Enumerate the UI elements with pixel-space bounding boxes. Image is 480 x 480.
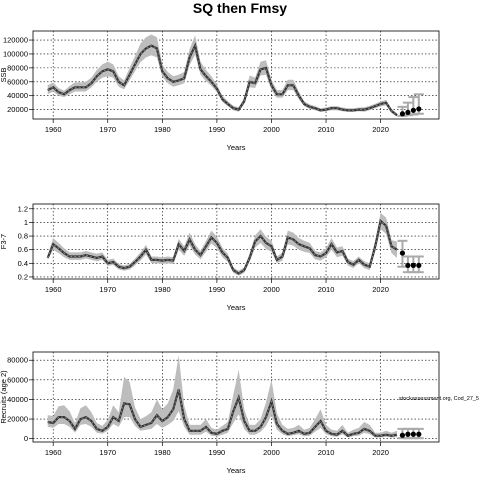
y-tick-label: 120000 <box>3 36 28 45</box>
x-axis-label: Years <box>227 143 246 152</box>
estimate-line <box>47 389 398 437</box>
x-tick-label: 1980 <box>154 285 171 294</box>
x-tick-label: 1960 <box>45 125 62 134</box>
x-tick-label: 2020 <box>372 448 389 457</box>
x-tick-label: 1980 <box>154 448 171 457</box>
forecast-point <box>405 109 411 115</box>
chart-title: SQ then Fmsy <box>193 0 287 16</box>
panel-1: 1960 1970 1980 1990 2000 2010 2020 20000 40000 60… <box>0 30 440 152</box>
confidence-band <box>47 355 397 438</box>
plot-frame <box>32 203 440 280</box>
panel-3: 1960 1970 1980 1990 2000 2010 2020 0 20000 40000 6… <box>0 351 440 475</box>
confidence-band <box>47 34 397 117</box>
forecast-point <box>416 262 422 268</box>
x-tick-label: 1960 <box>45 285 62 294</box>
y-tick-label: 20000 <box>7 105 28 114</box>
x-tick-label: 1970 <box>99 285 116 294</box>
plot-frame <box>32 30 440 120</box>
x-tick-label: 1980 <box>154 125 171 134</box>
y-axis-label: Recruits (age 2) <box>0 370 8 424</box>
forecast-point <box>410 431 416 437</box>
y-tick-label: 0.6 <box>18 245 28 254</box>
y-tick-label: 20000 <box>7 415 28 424</box>
x-axis-label: Years <box>227 466 246 475</box>
y-tick-label: 80000 <box>7 356 28 365</box>
x-tick-label: 1970 <box>99 448 116 457</box>
x-axis-label: Years <box>227 303 246 312</box>
forecast-point <box>399 111 406 117</box>
y-tick-label: 1 <box>24 218 28 227</box>
y-tick-label: 0.2 <box>18 272 28 281</box>
x-tick-label: 2010 <box>318 125 335 134</box>
y-tick-label: 60000 <box>7 375 28 384</box>
y-tick-label: 40000 <box>7 91 28 100</box>
x-tick-label: 2010 <box>318 448 335 457</box>
y-tick-label: 100000 <box>3 49 28 58</box>
x-tick-label: 1990 <box>209 285 226 294</box>
forecast-point <box>416 431 422 437</box>
x-tick-label: 1990 <box>209 448 226 457</box>
x-tick-label: 2000 <box>263 125 280 134</box>
y-axis-label: SSB <box>0 67 8 82</box>
forecast-point <box>410 262 416 268</box>
y-axis-label: F3-7 <box>0 234 8 249</box>
y-tick-label: 60000 <box>7 77 28 86</box>
estimate-line <box>46 218 398 275</box>
x-tick-label: 2020 <box>372 125 389 134</box>
x-tick-label: 2010 <box>318 285 335 294</box>
plot-frame <box>32 351 440 443</box>
x-tick-label: 1960 <box>45 448 62 457</box>
x-tick-label: 1990 <box>209 125 226 134</box>
forecast-point <box>416 106 422 112</box>
y-tick-label: 80000 <box>7 63 28 72</box>
estimate-line-dash <box>47 44 398 116</box>
confidence-band <box>47 212 397 276</box>
x-tick-label: 2020 <box>372 285 389 294</box>
y-tick-label: 0 <box>24 434 28 443</box>
forecast-point <box>410 107 416 113</box>
x-tick-label: 2000 <box>263 448 280 457</box>
x-tick-label: 1970 <box>99 125 116 134</box>
x-tick-label: 2000 <box>263 285 280 294</box>
y-tick-label: 0.4 <box>18 259 28 268</box>
estimate-line <box>47 42 398 117</box>
forecast-point <box>399 432 406 438</box>
panel-2: 1960 1970 1980 1990 2000 2010 2020 0.2 0.4 0.6 0.8… <box>0 203 440 312</box>
y-tick-label: 1.2 <box>18 204 28 213</box>
forecast-point <box>399 250 406 256</box>
forecast-point <box>405 262 411 268</box>
forecast-point <box>405 431 411 437</box>
y-tick-label: 40000 <box>7 395 28 404</box>
y-tick-label: 0.8 <box>18 232 28 241</box>
estimate-line-dash <box>47 220 398 275</box>
